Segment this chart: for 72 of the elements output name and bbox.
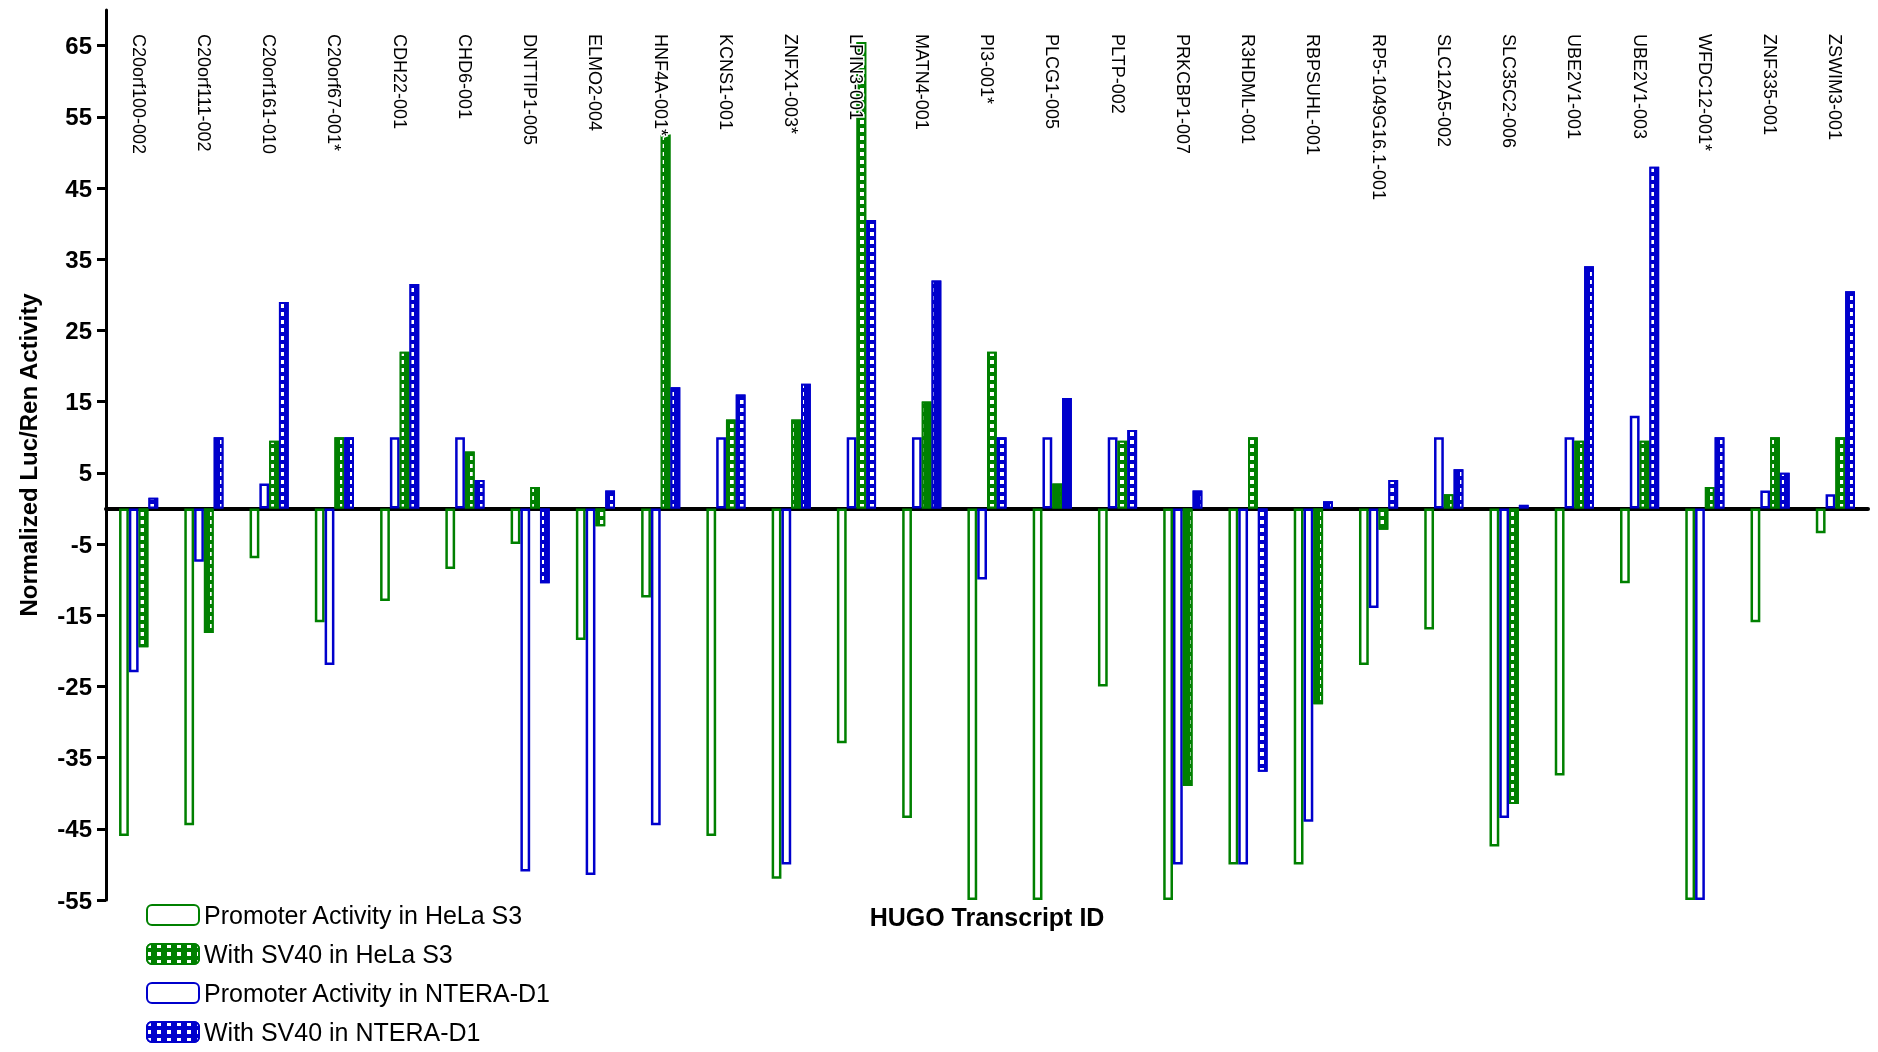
bar [1815, 508, 1826, 534]
bar [1097, 508, 1108, 687]
bar [706, 508, 717, 836]
x-tick-label: PLTP-002 [1107, 34, 1128, 114]
x-tick-label: C20orf111-002 [193, 34, 214, 152]
bar [1554, 508, 1565, 776]
bar [380, 508, 390, 601]
x-tick-label: PLCG1-005 [1042, 34, 1063, 130]
x-tick-label: CHD6-001 [454, 34, 475, 120]
x-tick-label: R3HDML-001 [1238, 34, 1259, 145]
y-tick-label: -35 [57, 744, 92, 772]
x-tick-label: RP5-1049G16.1-001 [1368, 34, 1389, 201]
x-tick-label: LPIN3-001 [846, 34, 867, 121]
y-tick-label: 65 [65, 32, 92, 60]
bar [1629, 415, 1640, 509]
y-tick-label: -25 [57, 672, 92, 700]
x-tick-label: UBE2V1-003 [1629, 34, 1650, 140]
bar [1760, 490, 1771, 509]
bar [836, 508, 847, 744]
y-tick-label: -55 [57, 886, 92, 914]
bar [1107, 437, 1118, 509]
bar [716, 437, 726, 509]
bar [249, 508, 260, 559]
x-tick-label: WFDC12-001* [1694, 34, 1715, 152]
bar [1825, 494, 1836, 509]
bar [389, 437, 400, 509]
bar [911, 437, 922, 509]
bar [1750, 508, 1761, 623]
x-tick-label: UBE2V1-001 [1564, 34, 1585, 140]
y-tick-label: -15 [57, 601, 92, 629]
x-tick-label: KCNS1-001 [715, 34, 736, 131]
x-tick-label: SLC35C2-006 [1499, 34, 1520, 149]
x-tick-label: ZNFX1-003* [781, 34, 802, 135]
bar [445, 508, 456, 569]
x-axis-title: HUGO Transcript ID [869, 903, 1105, 931]
x-tick-label: CDH22-001 [389, 34, 410, 130]
y-tick-label: 45 [65, 174, 92, 202]
y-axis-title: Normalized Luc/Ren Activity [14, 292, 42, 617]
y-tick-label: 35 [65, 245, 92, 273]
bar [1424, 508, 1435, 630]
y-tick-label: 55 [65, 103, 92, 131]
x-tick-label: C20orf161-010 [259, 34, 280, 155]
x-tick-label: SLC12A5-002 [1433, 34, 1454, 148]
x-tick-label: HNF4A-001* [650, 34, 671, 137]
bar [455, 437, 465, 509]
bar [1564, 437, 1575, 509]
bar [846, 437, 857, 509]
y-tick-label: 5 [78, 459, 92, 487]
legend-label: Promoter Activity in NTERA-D1 [204, 979, 550, 1007]
x-tick-label: ZNF335-001 [1760, 34, 1781, 136]
x-tick-label: PRKCBP1-007 [1172, 34, 1193, 155]
y-tick-label: -5 [70, 530, 92, 558]
bar [259, 483, 270, 509]
bar [1434, 437, 1444, 509]
y-tick-label: 15 [65, 388, 92, 416]
bar [1032, 508, 1043, 900]
legend-label: Promoter Activity in HeLa S3 [204, 901, 523, 929]
x-tick-label: MATN4-001 [911, 34, 932, 130]
x-tick-label: ELMO2-004 [585, 34, 606, 132]
x-tick-label: RBPSUHL-001 [1303, 34, 1324, 156]
y-tick-label: 25 [65, 316, 92, 344]
legend-label: With SV40 in NTERA-D1 [204, 1018, 481, 1046]
x-tick-label: ZSWIM3-001 [1825, 34, 1846, 141]
x-tick-label: C20orf100-002 [128, 34, 149, 155]
legend-label: With SV40 in HeLa S3 [204, 940, 453, 968]
bar [1042, 437, 1053, 509]
y-tick-label: -45 [57, 815, 92, 843]
bar [902, 508, 912, 819]
x-tick-label: C20orf67-001* [324, 34, 345, 152]
x-tick-label: PI3-001* [977, 34, 997, 105]
x-tick-label: DNTTIP1-005 [520, 34, 541, 146]
bar [1620, 508, 1630, 584]
